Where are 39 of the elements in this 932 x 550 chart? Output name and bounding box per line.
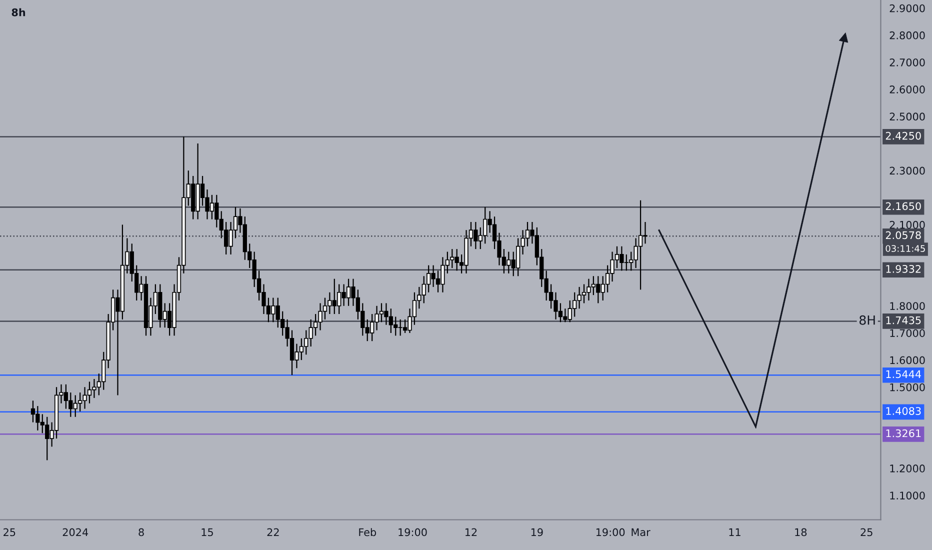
y-tick-label: 1.7000 [890,329,925,338]
x-tick-label: 19:00 [398,528,427,536]
x-tick-label: Feb [359,528,376,536]
ref-line-label: 1.9332 [886,264,921,273]
ref-line-label: 2.0578 [886,231,921,240]
ref-line-label: 1.7435 [886,316,921,324]
y-tick-label: 1.1000 [890,492,925,500]
text: 8h [12,8,26,16]
y-tick-label: 2.5000 [890,112,925,121]
y-tick-label: 1.8000 [890,302,925,310]
y-tick-label: 2.1000 [890,220,925,229]
ref-line-label: 1.5444 [886,370,922,378]
y-tick-label: 2.7000 [890,58,925,66]
y-tick-label: 1.6000 [890,356,925,364]
x-tick-label: 2024 [62,528,88,536]
x-tick-label: 8 [138,528,144,536]
y-tick-label: 1.5000 [890,383,925,392]
x-tick-label: Mar [632,528,650,536]
x-tick-label: 25 [4,528,16,536]
x-tick-label: 22 [267,528,279,536]
annotation: 03:11:45 [886,245,925,252]
y-tick-label: 2.8000 [890,31,925,40]
x-tick-label: 15 [202,528,213,536]
x-tick-label: 25 [860,528,872,536]
ref-line-label: 2.4250 [886,132,921,140]
x-tick-label: 12 [466,528,477,536]
ref-line-label: 2.1650 [886,202,921,210]
y-tick-label: 1.2000 [890,464,925,472]
y-tick-label: 2.6000 [890,86,925,94]
x-tick-label: 19 [531,528,543,536]
y-tick-label: 2.9000 [890,4,925,12]
y-tick-label: 2.3000 [890,166,925,175]
x-tick-label: 11 [729,528,740,536]
ref-line-label: 1.3261 [886,429,921,438]
ref-line-label: 1.4083 [886,407,921,415]
annotation: 8H [860,315,875,325]
x-tick-label: 19:00 [596,528,625,536]
x-tick-label: 18 [795,528,807,536]
candlestick [30,400,36,423]
